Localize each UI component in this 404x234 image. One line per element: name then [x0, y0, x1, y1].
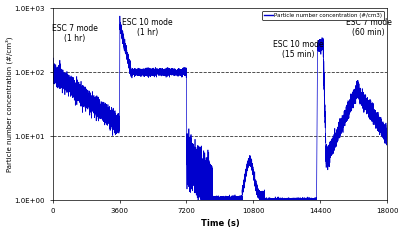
Text: ESC 7 mode
(60 min): ESC 7 mode (60 min): [346, 18, 391, 37]
Text: ESC 7 mode
(1 hr): ESC 7 mode (1 hr): [52, 24, 98, 44]
Legend: Particle number concentration (#/cm3): Particle number concentration (#/cm3): [262, 11, 385, 20]
Y-axis label: Particle number concentration (#/cm³): Particle number concentration (#/cm³): [6, 37, 13, 172]
Text: ESC 10 mode
(15 min): ESC 10 mode (15 min): [273, 40, 323, 59]
X-axis label: Time (s): Time (s): [200, 219, 239, 228]
Text: ESC 10 mode
(1 hr): ESC 10 mode (1 hr): [122, 18, 173, 37]
